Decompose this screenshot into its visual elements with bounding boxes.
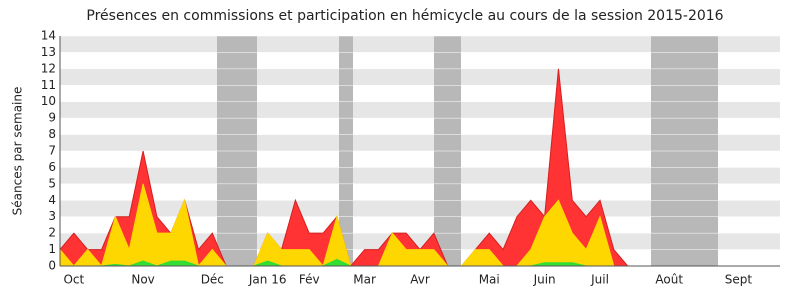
x-tick-label: Avr (410, 273, 430, 287)
x-tick-label: Sept (725, 273, 753, 287)
y-tick-label: 2 (48, 226, 56, 240)
x-tick-label: Juil (590, 273, 609, 287)
y-tick-label: 8 (48, 127, 56, 141)
y-tick-label: 1 (48, 242, 56, 256)
x-tick-label: Juin (533, 273, 556, 287)
y-tick-label: 13 (41, 45, 56, 59)
y-tick-label: 14 (41, 29, 56, 43)
y-tick-label: 5 (48, 176, 56, 190)
y-tick-label: 10 (41, 94, 56, 108)
y-tick-label: 7 (48, 144, 56, 158)
x-tick-label: Nov (131, 273, 154, 287)
y-axis-label: Séances par semaine (11, 87, 25, 216)
x-tick-label: Déc (201, 273, 224, 287)
y-tick-label: 4 (48, 193, 56, 207)
x-tick-label: Fév (299, 273, 320, 287)
y-tick-label: 11 (41, 78, 56, 92)
y-tick-label: 9 (48, 111, 56, 125)
y-tick-label: 3 (48, 209, 56, 223)
x-tick-label: Oct (63, 273, 84, 287)
x-tick-label: Août (655, 273, 683, 287)
y-tick-label: 0 (48, 259, 56, 273)
x-tick-label: Jan 16 (248, 273, 287, 287)
y-tick-label: 6 (48, 160, 56, 174)
x-tick-label: Mar (353, 273, 376, 287)
x-tick-label: Mai (479, 273, 500, 287)
y-tick-label: 12 (41, 61, 56, 75)
chart-title: Présences en commissions et participatio… (86, 8, 723, 24)
